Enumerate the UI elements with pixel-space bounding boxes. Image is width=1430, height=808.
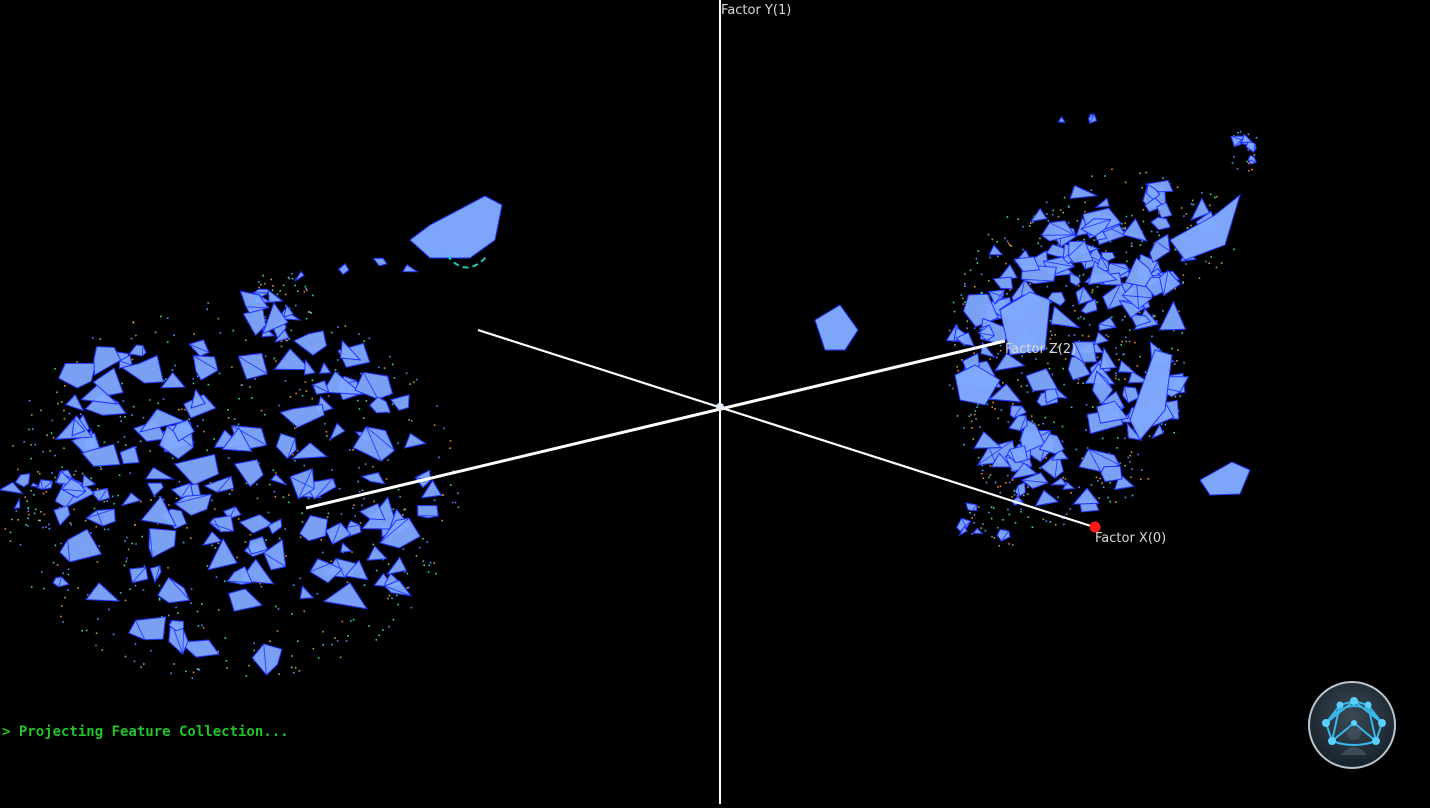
cluster-hull <box>313 381 329 394</box>
cluster-hull <box>1099 317 1116 330</box>
cluster-hull <box>94 347 121 375</box>
y-axis-label: Factor Y(1) <box>721 3 791 18</box>
cluster-hull <box>175 454 219 485</box>
cluster-hull <box>326 523 351 545</box>
cluster-hull <box>387 557 406 574</box>
cluster-hull <box>1150 234 1170 262</box>
cluster-hull <box>210 516 234 532</box>
cluster-hull <box>294 331 327 355</box>
cluster-hull <box>815 305 858 350</box>
cluster-hull <box>59 363 96 388</box>
x-axis-label: Factor X(0) <box>1095 531 1166 546</box>
cluster-hull <box>66 395 84 411</box>
cluster-hull <box>1100 348 1116 369</box>
cluster-hull <box>129 617 166 640</box>
z-axis-line <box>306 341 1005 508</box>
cluster-hull <box>370 397 391 413</box>
cluster-hull <box>1073 488 1099 504</box>
cluster-hull <box>1160 271 1181 296</box>
cluster-hull <box>14 499 20 508</box>
cluster-hull <box>1048 292 1065 306</box>
cluster-hulls <box>0 114 1256 675</box>
cluster-hull <box>1159 302 1185 330</box>
cluster-hull <box>410 196 502 258</box>
cluster-hull <box>268 290 282 302</box>
cluster-hull <box>993 277 1012 289</box>
cluster-hull <box>300 516 328 541</box>
cluster-hull <box>86 583 119 601</box>
cluster-hull <box>324 583 367 609</box>
cluster-hull <box>129 345 146 356</box>
cluster-hull <box>330 423 345 439</box>
cluster-hull <box>54 506 70 526</box>
cluster-hull <box>989 245 1002 255</box>
cluster-hull <box>146 468 173 480</box>
cluster-hull <box>271 474 287 485</box>
cluster-hull <box>1200 462 1250 495</box>
cluster-hull <box>1152 425 1163 438</box>
console-status-text: > Projecting Feature Collection... <box>2 724 289 740</box>
x-axis-line <box>478 330 1094 527</box>
network-avatar-icon <box>1310 683 1398 771</box>
cluster-hull <box>60 529 102 562</box>
cluster-hull <box>280 405 324 428</box>
cluster-hull <box>38 480 53 490</box>
cluster-hull <box>1015 482 1025 496</box>
cluster-hull <box>149 528 176 557</box>
cluster-hull <box>82 475 95 488</box>
cluster-hull <box>1052 478 1067 485</box>
cluster-hull <box>355 372 392 399</box>
cluster-hull <box>120 446 139 463</box>
cluster-hull <box>305 360 316 375</box>
navigation-widget-button[interactable] <box>1308 681 1396 769</box>
cluster-hull <box>1026 369 1057 392</box>
cluster-hull <box>1101 466 1122 482</box>
cluster-hull <box>341 543 352 552</box>
cluster-hull <box>86 509 115 526</box>
cluster-hull <box>240 515 273 534</box>
cluster-hull <box>252 644 282 675</box>
cluster-hull <box>362 473 385 484</box>
cluster-hull <box>235 460 264 487</box>
cluster-hull <box>122 493 140 506</box>
cluster-hull <box>374 258 387 266</box>
cluster-hull <box>974 432 1001 448</box>
cluster-hull <box>320 363 331 374</box>
cluster-hull <box>1242 134 1252 142</box>
cluster-hull <box>147 483 163 496</box>
cluster-hull <box>238 353 267 379</box>
z-axis-label: Factor Z(2) <box>1005 342 1076 357</box>
cluster-hull <box>15 474 29 487</box>
axis-origin-marker <box>716 403 724 411</box>
